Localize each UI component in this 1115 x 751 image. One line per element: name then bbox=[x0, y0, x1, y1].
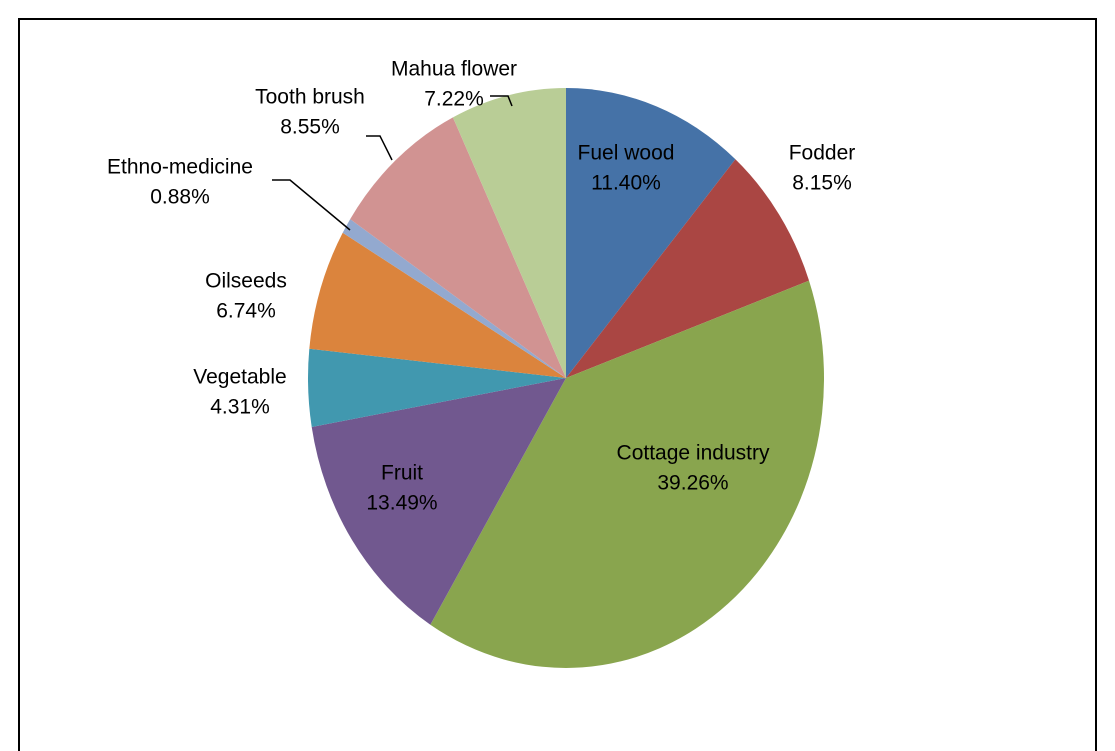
slice-value-label: 7.22% bbox=[424, 88, 484, 111]
slice-value-label: 39.26% bbox=[657, 472, 728, 495]
pie-slice bbox=[430, 280, 824, 669]
slice-label: Ethno-medicine bbox=[107, 156, 253, 179]
pie-slice bbox=[311, 378, 566, 625]
slice-label: Vegetable bbox=[193, 366, 286, 389]
pie-slice bbox=[308, 348, 566, 427]
slice-value-label: 6.74% bbox=[216, 300, 276, 323]
slice-label: Cottage industry bbox=[617, 442, 770, 465]
slice-label: Fruit bbox=[381, 462, 423, 485]
slice-label: Fodder bbox=[789, 142, 856, 165]
slice-value-label: 11.40% bbox=[591, 172, 661, 195]
slice-label: Tooth brush bbox=[255, 86, 365, 109]
slice-label: Mahua flower bbox=[391, 58, 517, 81]
slice-value-label: 8.55% bbox=[280, 116, 340, 139]
leader-line bbox=[272, 179, 351, 231]
slices bbox=[308, 88, 824, 669]
leader-line bbox=[490, 95, 513, 107]
pie-slice bbox=[452, 88, 566, 378]
slice-value-label: 13.49% bbox=[366, 492, 437, 515]
frame bbox=[18, 18, 1097, 751]
slice-value-label: 4.31% bbox=[210, 396, 270, 419]
leader-line bbox=[366, 135, 393, 161]
pie-slice bbox=[309, 232, 566, 378]
slice-label: Fuel wood bbox=[578, 142, 675, 165]
slice-label: Oilseeds bbox=[205, 270, 287, 293]
slice-value-label: 8.15% bbox=[792, 172, 852, 195]
pie-slice bbox=[342, 219, 566, 378]
pie-slice bbox=[350, 117, 566, 379]
pie-slice bbox=[566, 159, 810, 378]
leader-lines bbox=[272, 95, 513, 231]
slice-value-label: 0.88% bbox=[150, 186, 210, 209]
pie-slice bbox=[566, 88, 736, 378]
